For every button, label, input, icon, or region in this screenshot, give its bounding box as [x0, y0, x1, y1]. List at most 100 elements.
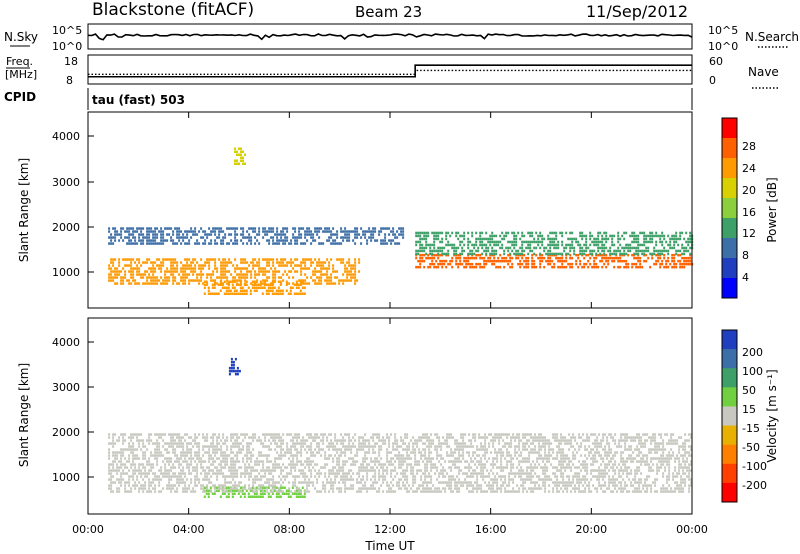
echo-cell	[255, 289, 258, 292]
echo-cell	[530, 472, 533, 475]
echo-cell	[423, 231, 426, 235]
power-panel-ylabel: Slant Range [km]	[17, 158, 31, 262]
echo-cell	[246, 236, 249, 239]
echo-cell	[655, 243, 658, 247]
echo-cell	[118, 264, 121, 267]
echo-cell	[310, 442, 313, 445]
colorbar-swatch	[722, 218, 737, 239]
echo-cell	[436, 457, 439, 460]
echo-cell	[579, 243, 582, 247]
echo-cell	[204, 445, 207, 448]
echo-cell	[334, 472, 337, 475]
echo-cell	[114, 442, 117, 445]
echo-cell	[122, 442, 125, 445]
echo-cell	[132, 233, 135, 236]
echo-cell	[437, 237, 440, 241]
echo-cell	[386, 454, 389, 457]
echo-cell	[673, 240, 676, 244]
echo-cell	[435, 249, 438, 253]
echo-cell	[245, 283, 248, 286]
echo-cell	[374, 230, 377, 233]
echo-cell	[314, 463, 317, 466]
echo-cell	[552, 490, 555, 493]
echo-cell	[204, 469, 207, 472]
echo-cell	[250, 475, 253, 478]
echo-cell	[220, 270, 223, 273]
echo-cell	[478, 436, 481, 439]
echo-cell	[334, 433, 337, 436]
echo-cell	[142, 233, 145, 236]
echo-cell	[134, 466, 137, 469]
echo-cell	[192, 457, 195, 460]
echo-cell	[408, 457, 411, 460]
echo-cell	[559, 265, 562, 269]
echo-cell	[605, 231, 608, 235]
echo-cell	[404, 478, 407, 481]
echo-cell	[202, 282, 205, 285]
echo-cell	[253, 286, 256, 289]
echo-cell	[663, 237, 666, 241]
echo-cell	[458, 481, 461, 484]
echo-cell	[336, 439, 339, 442]
echo-cell	[216, 282, 219, 285]
echo-cell	[274, 463, 277, 466]
echo-cell	[400, 466, 403, 469]
nsearch-tick-low: 10^0	[708, 40, 738, 53]
echo-cell	[154, 233, 157, 236]
echo-cell	[270, 258, 273, 261]
echo-cell	[681, 231, 684, 235]
echo-cell	[180, 442, 183, 445]
echo-cell	[273, 292, 276, 295]
echo-cell	[439, 240, 442, 244]
echo-cell	[360, 469, 363, 472]
echo-cell	[152, 454, 155, 457]
echo-cell	[134, 239, 137, 242]
echo-cell	[166, 239, 169, 242]
echo-cell	[194, 230, 197, 233]
echo-cell	[172, 466, 175, 469]
echo-cell	[249, 292, 252, 295]
echo-cell	[418, 487, 421, 490]
echo-cell	[687, 243, 690, 247]
echo-cell	[250, 451, 253, 454]
echo-cell	[669, 246, 672, 250]
echo-cell	[340, 258, 343, 261]
echo-cell	[532, 460, 535, 463]
echo-cell	[372, 466, 375, 469]
echo-cell	[328, 227, 331, 230]
echo-cell	[450, 454, 453, 457]
echo-cell	[474, 433, 477, 436]
echo-cell	[332, 472, 335, 475]
echo-cell	[122, 478, 125, 481]
echo-cell	[200, 264, 203, 267]
echo-cell	[326, 258, 329, 261]
echo-cell	[154, 451, 157, 454]
echo-cell	[176, 478, 179, 481]
echo-cell	[215, 486, 218, 489]
echo-cell	[172, 448, 175, 451]
echo-cell	[565, 259, 568, 263]
echo-cell	[537, 234, 540, 238]
echo-cell	[386, 227, 389, 230]
echo-cell	[555, 234, 558, 238]
echo-cell	[639, 243, 642, 247]
echo-cell	[300, 267, 303, 270]
echo-cell	[318, 236, 321, 239]
echo-cell	[243, 292, 246, 295]
echo-cell	[152, 276, 155, 279]
echo-cell	[194, 478, 197, 481]
echo-cell	[176, 487, 179, 490]
echo-cell	[515, 252, 518, 256]
echo-cell	[420, 451, 423, 454]
echo-cell	[436, 490, 439, 493]
echo-cell	[448, 475, 451, 478]
echo-cell	[366, 475, 369, 478]
echo-cell	[114, 267, 117, 270]
echo-cell	[338, 463, 341, 466]
echo-cell	[122, 454, 125, 457]
echo-cell	[316, 481, 319, 484]
echo-cell	[507, 249, 510, 253]
echo-cell	[292, 267, 295, 270]
echo-cell	[504, 457, 507, 460]
echo-cell	[456, 448, 459, 451]
